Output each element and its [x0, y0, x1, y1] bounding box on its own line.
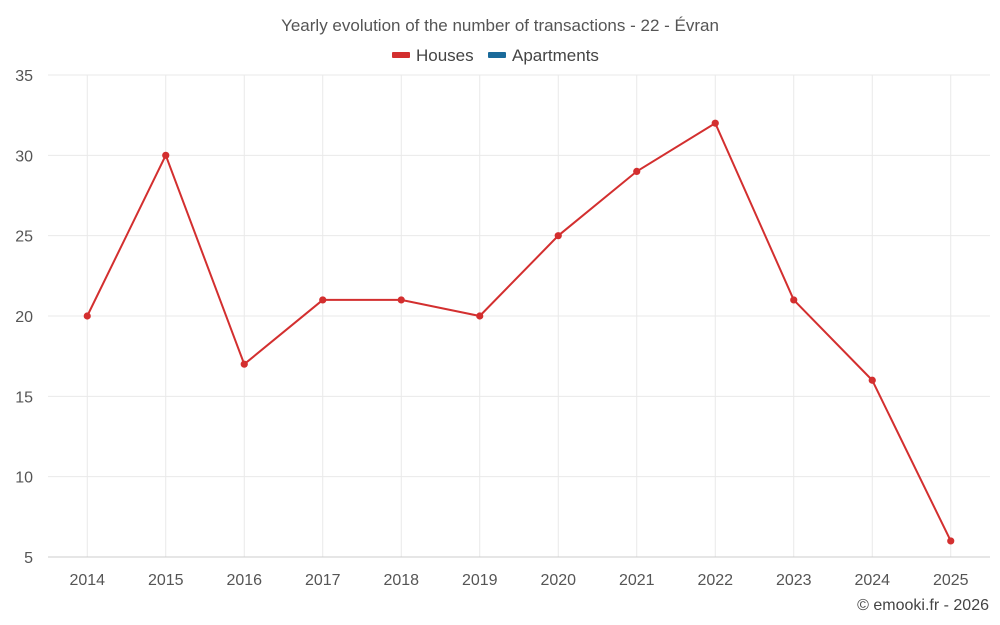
credit-text: © emooki.fr - 2026: [857, 597, 989, 614]
y-tick-label: 35: [15, 68, 33, 85]
data-point-houses[interactable]: 2015: 30: [162, 151, 170, 159]
x-tick-label: 2024: [854, 572, 890, 589]
x-tick-label: 2021: [619, 572, 655, 589]
data-point-houses[interactable]: 2016: 17: [240, 360, 248, 368]
x-tick-label: 2016: [226, 572, 262, 589]
legend-swatch-apartments: [488, 52, 506, 58]
x-tick-label: 2022: [697, 572, 733, 589]
data-point-houses[interactable]: 2022: 32: [711, 119, 719, 127]
legend-item-houses[interactable]: Houses: [392, 46, 474, 65]
x-tick-label: 2019: [462, 572, 498, 589]
data-point-houses[interactable]: 2019: 20: [476, 312, 484, 320]
legend-label-houses: Houses: [416, 46, 474, 65]
x-tick-label: 2014: [69, 572, 105, 589]
x-tick-label: 2015: [148, 572, 184, 589]
x-tick-label: 2017: [305, 572, 341, 589]
legend: Houses Apartments: [392, 46, 599, 65]
y-tick-label: 30: [15, 148, 33, 165]
data-point-houses[interactable]: 2024: 16: [868, 376, 876, 384]
legend-label-apartments: Apartments: [512, 46, 599, 65]
y-tick-label: 10: [15, 470, 33, 487]
chart-title: Yearly evolution of the number of transa…: [281, 16, 719, 35]
data-point-houses[interactable]: 2021: 29: [633, 167, 641, 175]
y-tick-label: 20: [15, 309, 33, 326]
data-point-houses[interactable]: 2017: 21: [319, 296, 327, 304]
data-point-houses[interactable]: 2014: 20: [83, 312, 91, 320]
legend-swatch-houses: [392, 52, 410, 58]
data-point-houses[interactable]: 2023: 21: [790, 296, 798, 304]
y-axis: 5 10 15 20 25 30 35: [15, 68, 33, 567]
y-tick-label: 25: [15, 229, 33, 246]
data-point-houses[interactable]: 2025: 6: [947, 537, 955, 545]
gridlines: [48, 74, 990, 557]
y-tick-label: 15: [15, 389, 33, 406]
series-layer: 2014: 20 2015: 30 2016: 17 2017: 21 2018: 21…: [83, 119, 955, 545]
x-tick-label: 2018: [383, 572, 419, 589]
x-tick-label: 2023: [776, 572, 812, 589]
legend-item-apartments[interactable]: Apartments: [488, 46, 599, 65]
x-axis: 2014 2015 2016 2017 2018 2019 2020 2021 2022 2023…: [48, 556, 990, 589]
data-point-houses[interactable]: 2018: 21: [397, 296, 405, 304]
x-tick-label: 2025: [933, 572, 969, 589]
y-tick-label: 5: [24, 550, 33, 567]
x-tick-label: 2020: [540, 572, 576, 589]
series-line-houses: [86, 121, 952, 542]
data-point-houses[interactable]: 2020: 25: [554, 232, 562, 240]
